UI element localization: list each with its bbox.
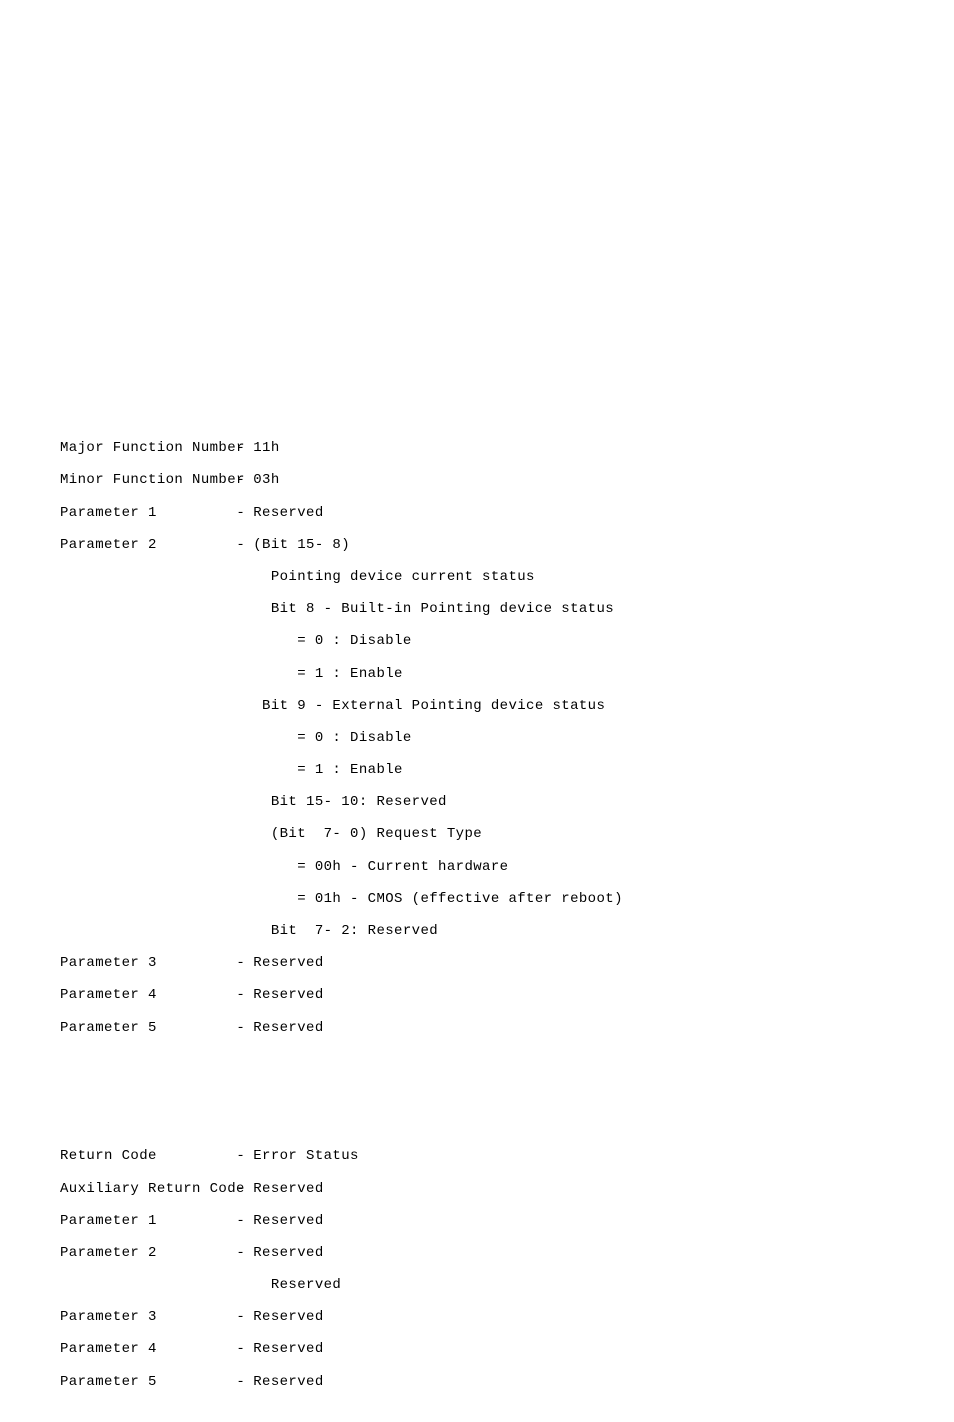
param-row-cont: (Bit 7- 0) Request Type xyxy=(60,826,954,842)
param-row-cont: = 0 : Disable xyxy=(60,633,954,649)
param-sep: - xyxy=(236,440,253,456)
param-label: Major Function Number xyxy=(60,440,236,456)
param-label: Parameter 1 xyxy=(60,1213,236,1229)
param-sep: - xyxy=(236,1341,253,1357)
param-sep: - xyxy=(236,505,253,521)
param-label: Parameter 5 xyxy=(60,1374,236,1390)
param-row: Major Function Number- 11h xyxy=(60,440,954,456)
param-row-cont: = 01h - CMOS (effective after reboot) xyxy=(60,891,954,907)
blank-line xyxy=(60,1068,954,1084)
param-label: Parameter 3 xyxy=(60,1309,236,1325)
param-row: Parameter 5- Reserved xyxy=(60,1020,954,1036)
param-row: Parameter 2- Reserved xyxy=(60,1245,954,1261)
param-value: Reserved xyxy=(253,1374,323,1390)
param-value: Error Status xyxy=(253,1148,359,1164)
param-value: 11h xyxy=(253,440,279,456)
param-row-cont: Bit 8 - Built-in Pointing device status xyxy=(60,601,954,617)
param-row-cont: Reserved xyxy=(60,1277,954,1293)
param-label: Return Code xyxy=(60,1148,236,1164)
param-row: Parameter 5- Reserved xyxy=(60,1374,954,1390)
param-sep: - xyxy=(236,1213,253,1229)
param-value: Bit 8 - Built-in Pointing device status xyxy=(253,601,614,617)
param-block-1: Major Function Number- 11h Minor Functio… xyxy=(60,424,954,1052)
param-value: Pointing device current status xyxy=(253,569,535,585)
param-value: = 1 : Enable xyxy=(253,666,403,682)
param-row-cont: = 1 : Enable xyxy=(60,666,954,682)
param-sep: - xyxy=(236,955,253,971)
param-row: Parameter 2- (Bit 15- 8) xyxy=(60,537,954,553)
param-value: Reserved xyxy=(253,1213,323,1229)
param-row-cont: Bit 9 - External Pointing device status xyxy=(60,698,954,714)
param-value: = 1 : Enable xyxy=(253,762,403,778)
param-value: (Bit 7- 0) Request Type xyxy=(253,826,482,842)
param-row: Parameter 3- Reserved xyxy=(60,1309,954,1325)
param-row: Return Code- Error Status xyxy=(60,1148,954,1164)
param-value: Reserved xyxy=(253,987,323,1003)
param-row: Parameter 1- Reserved xyxy=(60,1213,954,1229)
param-sep: - xyxy=(236,1181,253,1197)
param-value: Bit 9 - External Pointing device status xyxy=(253,698,605,714)
param-sep: - xyxy=(236,1020,253,1036)
blank-line xyxy=(60,1100,954,1116)
param-block-2: Return Code- Error Status Auxiliary Retu… xyxy=(60,1132,954,1406)
param-row-cont: Pointing device current status xyxy=(60,569,954,585)
param-row-cont: Bit 15- 10: Reserved xyxy=(60,794,954,810)
param-row: Parameter 4- Reserved xyxy=(60,1341,954,1357)
param-row-cont: = 1 : Enable xyxy=(60,762,954,778)
param-value: = 01h - CMOS (effective after reboot) xyxy=(253,891,623,907)
param-label: Parameter 3 xyxy=(60,955,236,971)
param-value: Reserved xyxy=(253,1181,323,1197)
param-sep: - xyxy=(236,472,253,488)
param-row-cont: = 00h - Current hardware xyxy=(60,859,954,875)
param-value: Reserved xyxy=(253,505,323,521)
param-value: Reserved xyxy=(253,1341,323,1357)
param-label: Parameter 2 xyxy=(60,1245,236,1261)
param-label: Parameter 2 xyxy=(60,537,236,553)
param-value: Reserved xyxy=(253,955,323,971)
param-value: = 00h - Current hardware xyxy=(253,859,508,875)
param-label: Parameter 4 xyxy=(60,987,236,1003)
param-sep: - xyxy=(236,537,253,553)
param-value: Reserved xyxy=(253,1309,323,1325)
param-value: Reserved xyxy=(253,1020,323,1036)
param-label: Auxiliary Return Code xyxy=(60,1181,236,1197)
param-value: 03h xyxy=(253,472,279,488)
param-sep: - xyxy=(236,1148,253,1164)
param-label: Parameter 5 xyxy=(60,1020,236,1036)
param-row: Parameter 1- Reserved xyxy=(60,505,954,521)
param-label: Parameter 1 xyxy=(60,505,236,521)
param-row: Parameter 3- Reserved xyxy=(60,955,954,971)
param-value: Bit 7- 2: Reserved xyxy=(253,923,438,939)
param-sep: - xyxy=(236,1374,253,1390)
param-value: = 0 : Disable xyxy=(253,730,411,746)
param-value: Reserved xyxy=(253,1277,341,1293)
param-row-cont: = 0 : Disable xyxy=(60,730,954,746)
param-row: Parameter 4- Reserved xyxy=(60,987,954,1003)
param-row: Minor Function Number- 03h xyxy=(60,472,954,488)
param-label: Minor Function Number xyxy=(60,472,236,488)
param-sep: - xyxy=(236,987,253,1003)
param-sep: - xyxy=(236,1245,253,1261)
param-value: Reserved xyxy=(253,1245,323,1261)
param-row-cont: Bit 7- 2: Reserved xyxy=(60,923,954,939)
param-value: (Bit 15- 8) xyxy=(253,537,350,553)
param-value: = 0 : Disable xyxy=(253,633,411,649)
document-page: Major Function Number- 11h Minor Functio… xyxy=(0,0,954,1422)
param-value: Bit 15- 10: Reserved xyxy=(253,794,447,810)
param-label: Parameter 4 xyxy=(60,1341,236,1357)
param-sep: - xyxy=(236,1309,253,1325)
param-row: Auxiliary Return Code- Reserved xyxy=(60,1181,954,1197)
